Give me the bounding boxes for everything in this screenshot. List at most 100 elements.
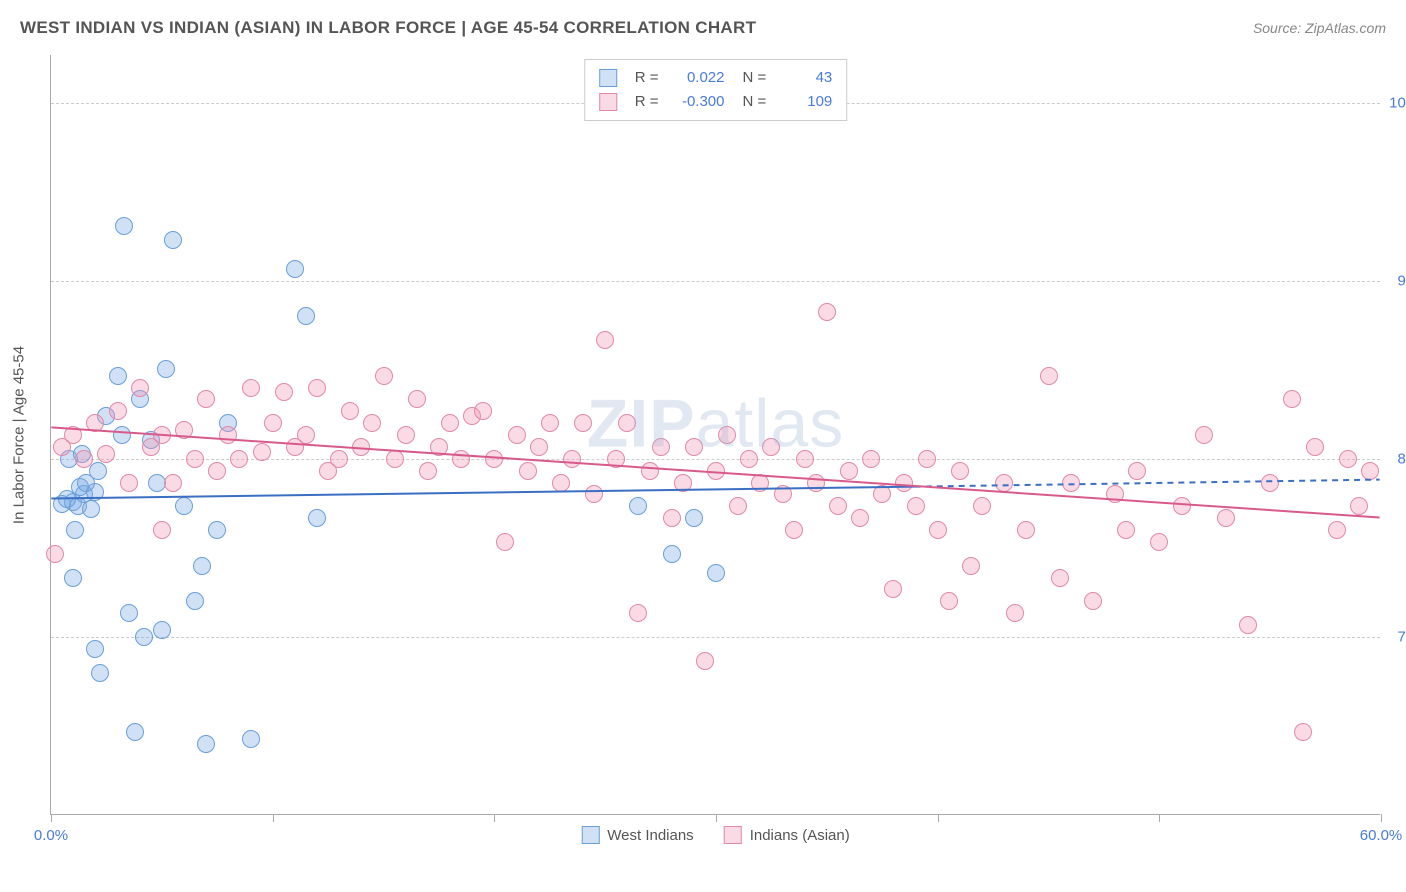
x-tick [273,814,274,822]
data-point [330,450,348,468]
source-attribution: Source: ZipAtlas.com [1253,20,1386,36]
r-label: R = [635,66,659,90]
data-point [1062,474,1080,492]
data-point [286,260,304,278]
stats-legend: R = 0.022 N = 43 R = -0.300 N = 109 [584,59,848,121]
data-point [419,462,437,480]
data-point [508,426,526,444]
data-point [1084,592,1102,610]
regression-lines [51,55,1380,814]
data-point [208,521,226,539]
data-point [363,414,381,432]
n-value-2: 109 [782,90,832,114]
data-point [297,307,315,325]
legend-label-2: Indians (Asian) [750,827,850,844]
gridline [51,281,1380,282]
data-point [541,414,559,432]
gridline [51,637,1380,638]
x-tick [51,814,52,822]
data-point [1128,462,1146,480]
data-point [1306,438,1324,456]
data-point [1339,450,1357,468]
n-value-1: 43 [782,66,832,90]
data-point [186,450,204,468]
x-tick [1159,814,1160,822]
data-point [618,414,636,432]
data-point [785,521,803,539]
data-point [563,450,581,468]
series-legend: West Indians Indians (Asian) [581,826,850,844]
data-point [242,730,260,748]
y-tick-label: 100.0% [1389,94,1406,111]
x-tick [938,814,939,822]
data-point [530,438,548,456]
data-point [552,474,570,492]
data-point [929,521,947,539]
data-point [895,474,913,492]
data-point [652,438,670,456]
scatter-chart: In Labor Force | Age 45-54 ZIPatlas R = … [50,55,1380,815]
data-point [452,450,470,468]
data-point [308,379,326,397]
x-tick-label-end: 60.0% [1360,827,1403,844]
data-point [264,414,282,432]
data-point [64,426,82,444]
data-point [851,509,869,527]
data-point [1283,390,1301,408]
gridline [51,459,1380,460]
data-point [219,426,237,444]
data-point [596,331,614,349]
data-point [441,414,459,432]
data-point [175,497,193,515]
n-label: N = [743,90,767,114]
data-point [408,390,426,408]
legend-item-2: Indians (Asian) [724,826,850,844]
data-point [629,497,647,515]
data-point [918,450,936,468]
legend-item-1: West Indians [581,826,693,844]
data-point [186,592,204,610]
data-point [253,443,271,461]
data-point [153,426,171,444]
data-point [973,497,991,515]
data-point [397,426,415,444]
data-point [873,485,891,503]
data-point [1051,569,1069,587]
data-point [113,426,131,444]
data-point [1017,521,1035,539]
data-point [1328,521,1346,539]
data-point [193,557,211,575]
data-point [674,474,692,492]
data-point [197,390,215,408]
data-point [663,509,681,527]
data-point [230,450,248,468]
data-point [1217,509,1235,527]
data-point [164,231,182,249]
data-point [157,360,175,378]
y-tick-label: 77.5% [1397,628,1406,645]
data-point [862,450,880,468]
data-point [629,604,647,622]
data-point [153,621,171,639]
swatch-icon [724,826,742,844]
data-point [685,509,703,527]
data-point [1106,485,1124,503]
data-point [995,474,1013,492]
data-point [707,564,725,582]
data-point [86,640,104,658]
data-point [907,497,925,515]
y-axis-label: In Labor Force | Age 45-54 [11,345,28,523]
chart-title: WEST INDIAN VS INDIAN (ASIAN) IN LABOR F… [20,18,756,38]
data-point [297,426,315,444]
data-point [375,367,393,385]
data-point [77,474,95,492]
data-point [607,450,625,468]
data-point [153,521,171,539]
data-point [641,462,659,480]
data-point [352,438,370,456]
data-point [663,545,681,563]
data-point [175,421,193,439]
legend-row-series-1: R = 0.022 N = 43 [599,66,833,90]
data-point [120,604,138,622]
data-point [197,735,215,753]
